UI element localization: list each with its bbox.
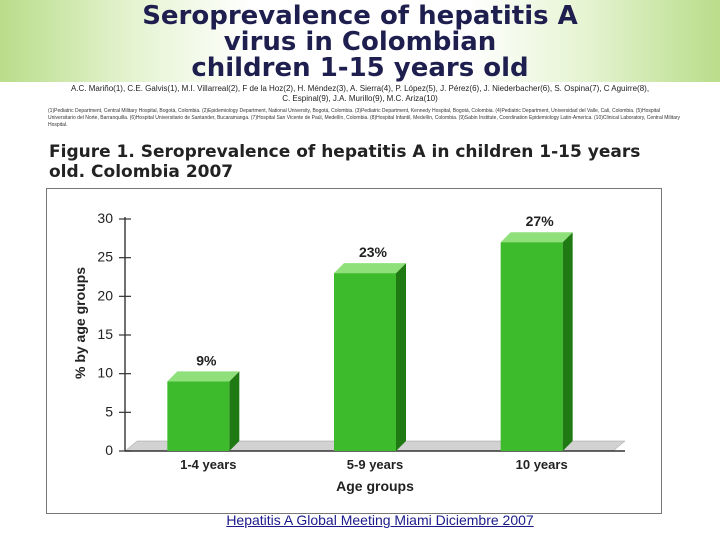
affiliations: (1)Pediatric Department, Central Militar…: [48, 108, 681, 128]
page-title: Seroprevalence of hepatitis A virus in C…: [60, 3, 660, 81]
bar-side: [396, 263, 406, 451]
bar-top: [500, 232, 573, 243]
bar-data-label: 23%: [359, 244, 388, 260]
bar-side: [229, 371, 240, 451]
figure-caption-line-2: old. Colombia 2007: [49, 162, 234, 182]
x-tick-label: 1-4 years: [180, 457, 236, 472]
y-tick-label: 10: [97, 365, 113, 381]
title-banner: [0, 0, 720, 82]
y-tick-label: 5: [105, 403, 113, 419]
title-line-1: Seroprevalence of hepatitis A: [142, 1, 578, 31]
y-tick-label: 15: [97, 326, 113, 342]
x-tick-label: 10 years: [516, 457, 568, 472]
y-axis-label: % by age groups: [72, 267, 88, 379]
x-axis-label: Age groups: [336, 478, 414, 494]
figure-caption: Figure 1. Seroprevalence of hepatitis A …: [49, 142, 669, 182]
chart-frame: 0 5 10 15 20 25 30 % by age groups 9% 1-4 years 23…: [46, 188, 662, 514]
title-line-3: children 1-15 years old: [191, 53, 529, 83]
bar-data-label: 27%: [526, 213, 555, 229]
footer-link[interactable]: Hepatitis A Global Meeting Miami Diciemb…: [226, 512, 534, 528]
bar-top: [167, 371, 240, 382]
bar-top: [334, 263, 406, 274]
y-tick-label: 20: [97, 287, 113, 303]
figure-caption-line-1: Figure 1. Seroprevalence of hepatitis A …: [49, 142, 641, 162]
y-tick-label: 25: [97, 249, 113, 265]
y-tick-label: 30: [97, 210, 113, 226]
bar: [334, 273, 396, 451]
y-tick-label: 0: [105, 442, 113, 458]
title-line-2: virus in Colombian: [223, 27, 497, 57]
bar-side: [562, 232, 573, 451]
bar: [167, 381, 230, 451]
bar-data-label: 9%: [196, 352, 217, 368]
author-list: A.C. Mariño(1), C.E. Galvis(1), M.I. Vil…: [70, 84, 650, 103]
bar-chart: 0 5 10 15 20 25 30 % by age groups 9% 1-4 years 23…: [72, 210, 626, 494]
bar: [500, 242, 563, 451]
x-tick-label: 5-9 years: [347, 457, 403, 472]
